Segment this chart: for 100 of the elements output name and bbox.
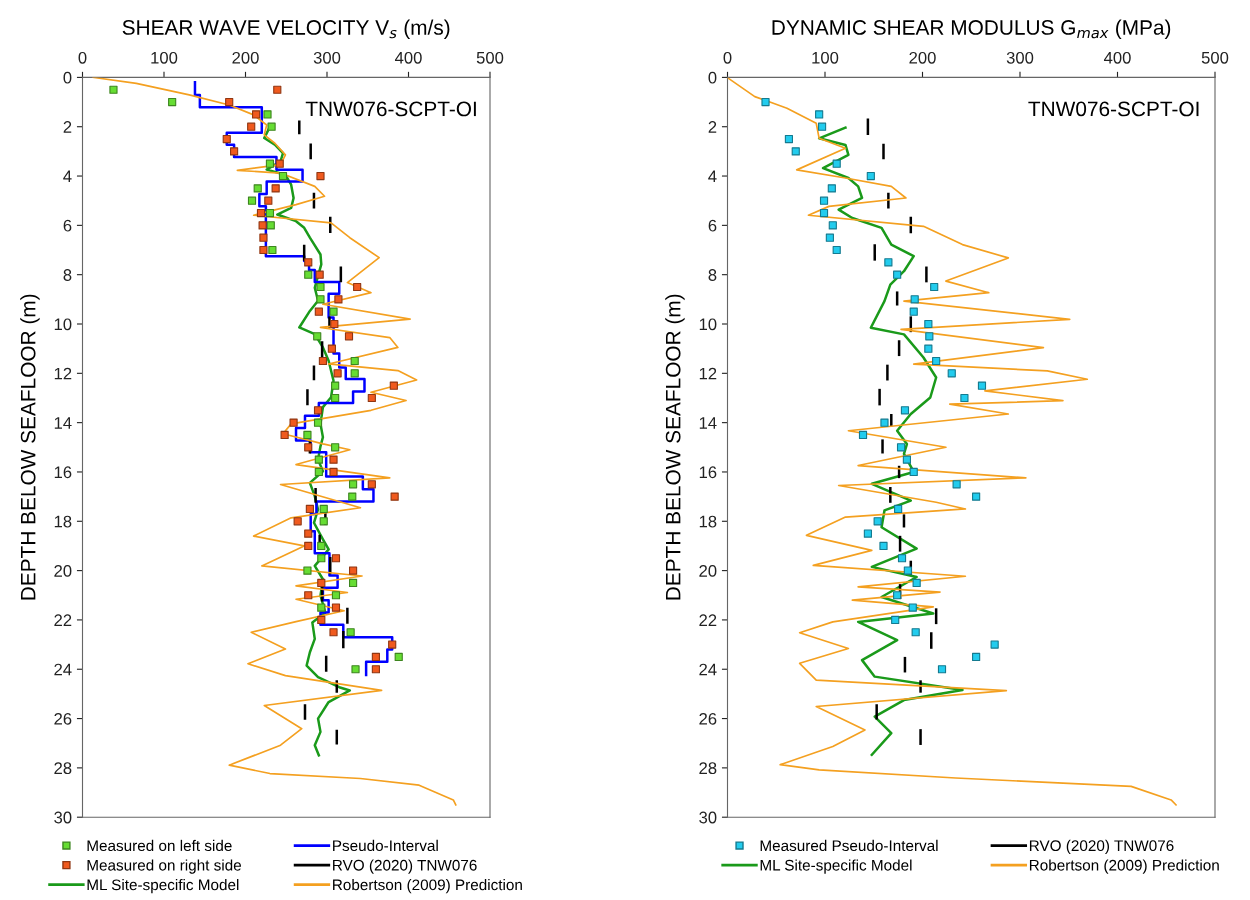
point [388, 640, 397, 649]
point [329, 628, 338, 637]
point [903, 566, 912, 575]
point [897, 554, 907, 563]
y-tick-label: 28 [54, 762, 72, 775]
y-tick-label: 0 [708, 71, 717, 84]
y-tick-label: 14 [54, 417, 72, 429]
point [925, 332, 934, 341]
point [247, 122, 256, 131]
point [253, 184, 262, 193]
point [884, 258, 893, 267]
point [348, 566, 358, 575]
point [271, 184, 280, 193]
legend-label: Measured on left side [87, 839, 232, 852]
point [371, 665, 380, 674]
point [825, 233, 834, 242]
y-tick-label: 4 [63, 170, 72, 183]
x-tick-label: 500 [1201, 51, 1229, 64]
legend-label: ML Site-specific Model [760, 859, 912, 874]
y-tick-label: 20 [699, 565, 717, 577]
point [304, 258, 313, 267]
point [350, 356, 359, 366]
point [761, 97, 770, 107]
y-tick-label: 28 [699, 762, 717, 775]
point [303, 566, 312, 575]
point [273, 85, 282, 94]
point [304, 541, 313, 551]
y-tick-label: 16 [54, 466, 72, 479]
point [972, 492, 981, 501]
point [317, 615, 326, 625]
y-tick-label: 10 [699, 318, 717, 331]
y-tick-label: 26 [54, 712, 72, 725]
point [924, 319, 933, 329]
point [334, 295, 343, 304]
point [304, 270, 313, 279]
point [952, 480, 961, 489]
point [930, 282, 939, 292]
y-tick-label: 6 [708, 219, 717, 232]
point [251, 110, 261, 119]
point [225, 97, 234, 107]
point [317, 554, 326, 563]
point [828, 221, 837, 230]
point [304, 443, 313, 452]
point [331, 393, 340, 403]
point [313, 332, 322, 341]
x-tick-label: 200 [909, 51, 936, 64]
point [394, 652, 403, 662]
point [972, 652, 981, 662]
point [278, 171, 288, 181]
point [313, 406, 323, 415]
point [893, 591, 902, 600]
point [348, 492, 357, 501]
point [329, 467, 338, 477]
point [819, 208, 829, 218]
legend-label: Robertson (2009) Prediction [1029, 859, 1219, 874]
x-tick-label: 500 [476, 51, 504, 64]
point [305, 504, 314, 514]
point [327, 344, 336, 353]
point [350, 369, 359, 378]
point [329, 307, 338, 316]
x-axis-title: SHEAR WAVE VELOCITY V$_{s}$ (m/s) [122, 19, 450, 39]
point [389, 381, 398, 390]
y-tick-label: 2 [63, 121, 72, 133]
point [259, 233, 268, 242]
point [168, 97, 177, 107]
x-axis-title: DYNAMIC SHEAR MODULUS G$_{max}$ (MPa) [772, 19, 1171, 39]
point [314, 467, 323, 477]
point [900, 406, 910, 415]
y-tick-label: 20 [54, 565, 72, 577]
y-tick-label: 18 [699, 515, 717, 528]
point [319, 504, 328, 514]
point [815, 110, 824, 119]
x-tick-label: 0 [723, 51, 732, 64]
point [313, 418, 323, 427]
point [351, 665, 360, 674]
legend-label: Measured Pseudo-Interval [760, 839, 938, 852]
legend-label: Robertson (2009) Prediction [333, 879, 522, 894]
point [909, 467, 918, 477]
point [911, 628, 920, 637]
point [908, 603, 917, 612]
point [315, 270, 324, 279]
legend-label: RVO (2020) TNW076 [333, 859, 477, 874]
point [893, 270, 902, 279]
y-tick-label: 14 [699, 417, 717, 429]
point [304, 529, 313, 538]
point [266, 221, 275, 230]
x-tick-label: 100 [812, 51, 839, 64]
point [293, 517, 302, 526]
point [832, 245, 841, 255]
point [367, 393, 376, 403]
point [109, 85, 118, 94]
point [316, 282, 325, 292]
point [265, 208, 275, 218]
point [346, 628, 355, 637]
point [866, 171, 875, 181]
point [891, 615, 900, 625]
y-tick-label: 24 [54, 663, 72, 676]
point [331, 554, 341, 563]
legend-label: Pseudo-Interval [333, 839, 438, 852]
y-tick-label: 12 [699, 367, 717, 380]
